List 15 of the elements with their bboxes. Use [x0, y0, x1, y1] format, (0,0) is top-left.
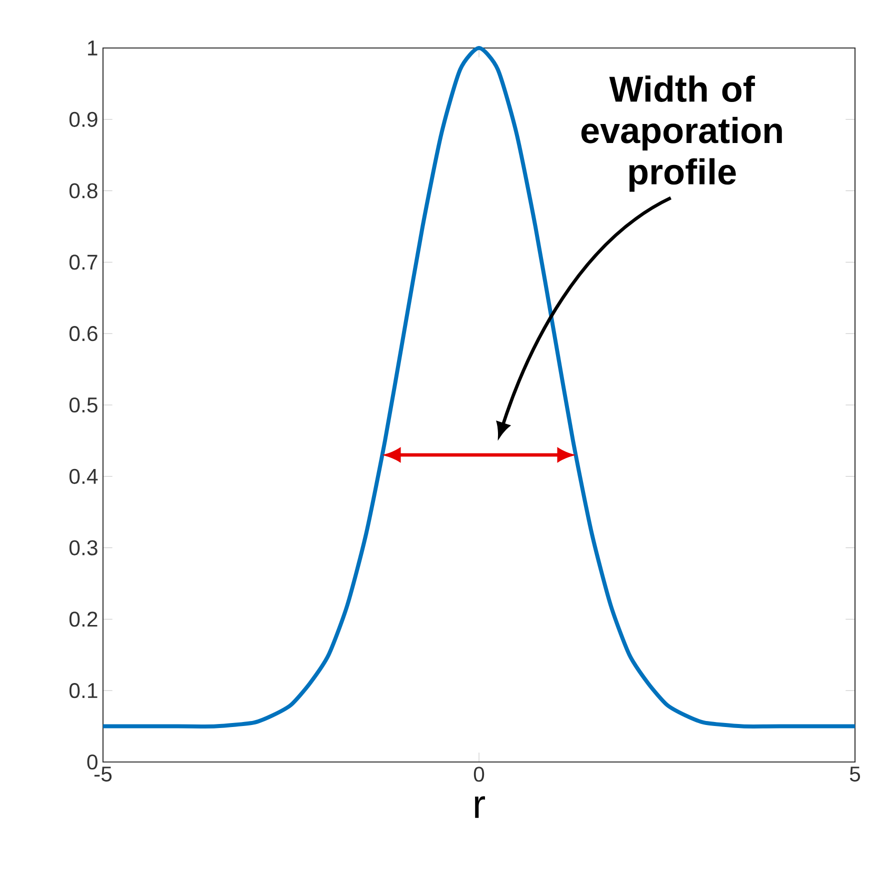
y-tick-label: 0.8: [69, 183, 98, 198]
y-tick-label: 0.2: [69, 612, 98, 627]
y-tick-label: 0.9: [69, 112, 98, 127]
y-tick-label: 0.1: [69, 683, 98, 698]
line-series: [101, 46, 857, 728]
x-tick-label: 0: [474, 766, 484, 782]
annotation: Width of evaporation profile: [581, 76, 782, 192]
x-tick-label: 5: [850, 766, 860, 782]
y-tick-label: 0.3: [69, 540, 98, 556]
y-tick-label: 0.7: [69, 254, 98, 270]
x-axis-title: r: [475, 796, 485, 818]
y-tick-label: 0.6: [69, 326, 98, 342]
y-tick-label: 0.4: [69, 468, 98, 484]
y-tick-label: 1: [88, 40, 98, 56]
y-tick-label: 0.5: [69, 397, 98, 413]
